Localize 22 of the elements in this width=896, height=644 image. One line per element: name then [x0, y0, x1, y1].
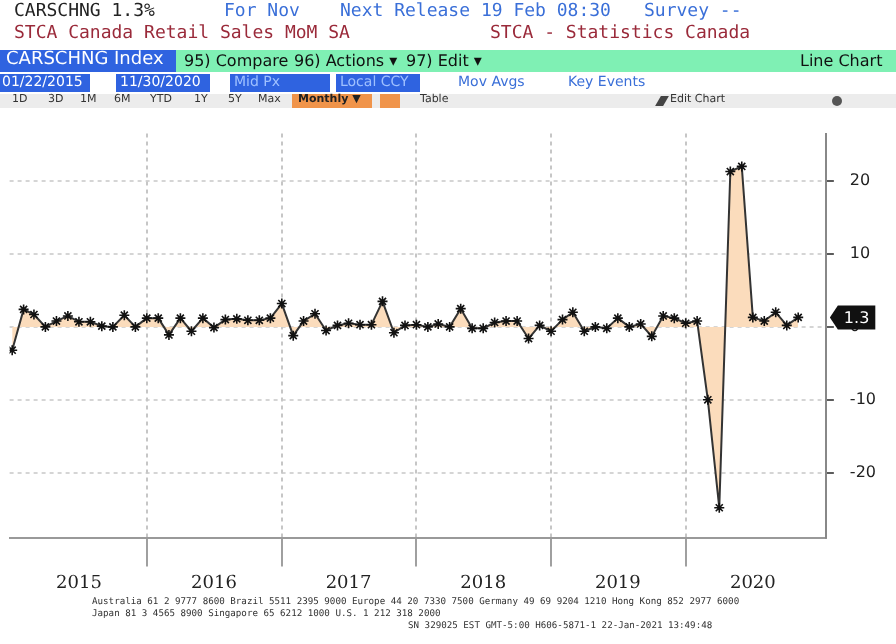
x-tick-label: 2018: [460, 573, 507, 594]
chart-title: STCA Canada Retail Sales MoM SA: [14, 24, 350, 44]
text: 95) Compare: [184, 52, 289, 70]
x-tick-label: 2016: [191, 573, 238, 594]
y-tick-label: 20: [849, 171, 871, 190]
y-tick-label: -20: [849, 462, 877, 481]
text: 96) Actions ▾: [294, 52, 398, 70]
y-tick-label: -10: [849, 389, 877, 408]
x-tick-label: 2017: [325, 573, 373, 594]
text: For Nov: [224, 2, 300, 22]
annotation: 1.3: [843, 308, 870, 327]
x-tick-label: 2015: [56, 573, 103, 594]
text: 97) Edit ▾: [406, 52, 482, 70]
y-tick-label: 10: [849, 244, 871, 263]
text: Line Chart: [800, 52, 883, 70]
text: CARSCHNG Index: [6, 50, 164, 70]
text: Survey --: [644, 2, 742, 22]
text: CARSCHNG 1.3%: [14, 2, 155, 22]
text: Next Release 19 Feb 08:30: [340, 2, 611, 22]
text: STCA - Statistics Canada: [490, 24, 751, 44]
x-tick-label: 2020: [729, 573, 777, 594]
x-tick-label: 2019: [594, 573, 642, 594]
